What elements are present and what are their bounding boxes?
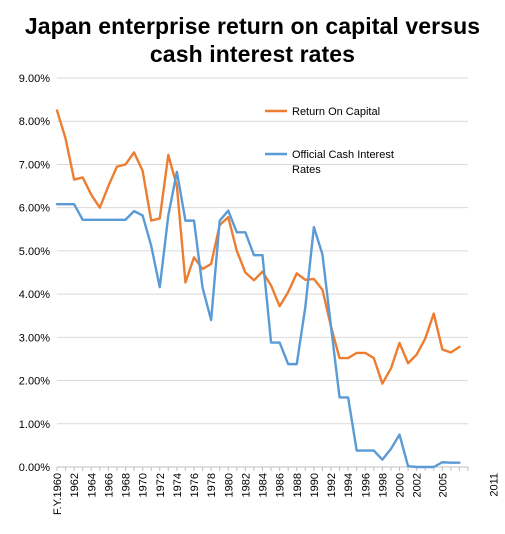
y-tick-label: 7.00% xyxy=(19,159,50,171)
x-tick-label: F.Y.1960 xyxy=(52,473,64,515)
chart-title-line-1: Japan enterprise return on capital versu… xyxy=(24,13,481,39)
legend-label-1: Official Cash Interest Rates xyxy=(292,149,394,176)
y-tick-label: 0.00% xyxy=(19,462,50,474)
x-tick-label: 1974 xyxy=(172,473,184,497)
x-axis: F.Y.1960 1962 1964 1966 1968 1970 1972 1974 1976… xyxy=(52,466,501,515)
x-tick-label: 1964 xyxy=(86,473,98,497)
x-tick-label: 1962 xyxy=(69,473,81,497)
x-tick-label: 1988 xyxy=(292,473,304,497)
series-line-0 xyxy=(55,109,461,385)
x-tick-label: 1982 xyxy=(240,473,252,497)
y-tick-label: 2.00% xyxy=(19,376,50,388)
y-tick-label: 8.00% xyxy=(19,116,50,128)
x-tick-label: 1976 xyxy=(189,473,201,497)
x-tick-label: 2000 xyxy=(395,473,407,497)
x-tick-label: 1972 xyxy=(155,473,167,497)
x-tick-label: 1990 xyxy=(309,473,321,497)
x-tick-label: 1986 xyxy=(275,473,287,497)
x-tick-label: 1968 xyxy=(121,473,133,497)
chart-title-line-2: cash interest rates xyxy=(149,41,356,67)
x-tick-label: 2011 xyxy=(489,473,501,497)
y-tick-label: 4.00% xyxy=(19,289,50,301)
x-tick-label: 1998 xyxy=(377,473,389,497)
x-tick-label: 1980 xyxy=(223,473,235,497)
legend: Return On Capital Official Cash Interest R… xyxy=(265,106,394,176)
y-tick-label: 9.00% xyxy=(19,73,50,85)
y-tick-label: 5.00% xyxy=(19,246,50,258)
legend-label-0: Return On Capital xyxy=(292,106,380,118)
gridlines xyxy=(57,77,468,425)
y-tick-label: 3.00% xyxy=(19,332,50,344)
x-tick-label: 1978 xyxy=(206,473,218,497)
x-tick-label: 1970 xyxy=(138,473,150,497)
y-tick-label: 6.00% xyxy=(19,203,50,215)
y-axis-ticks: 0.00% 1.00% 2.00% 3.00% 4.00% 5.00% 6.00% 7.00%… xyxy=(19,73,50,474)
x-tick-label: 1966 xyxy=(103,473,115,497)
x-tick-label: 2005 xyxy=(437,473,449,497)
series-lines xyxy=(55,109,461,469)
x-tick-label: 2002 xyxy=(412,473,424,497)
x-tick-label: 1984 xyxy=(258,473,270,497)
x-tick-label: 1996 xyxy=(360,473,372,497)
x-tick-label: 1992 xyxy=(326,473,338,497)
y-tick-label: 1.00% xyxy=(19,419,50,431)
x-tick-label: 1994 xyxy=(343,473,355,497)
series-line-1 xyxy=(55,170,461,469)
